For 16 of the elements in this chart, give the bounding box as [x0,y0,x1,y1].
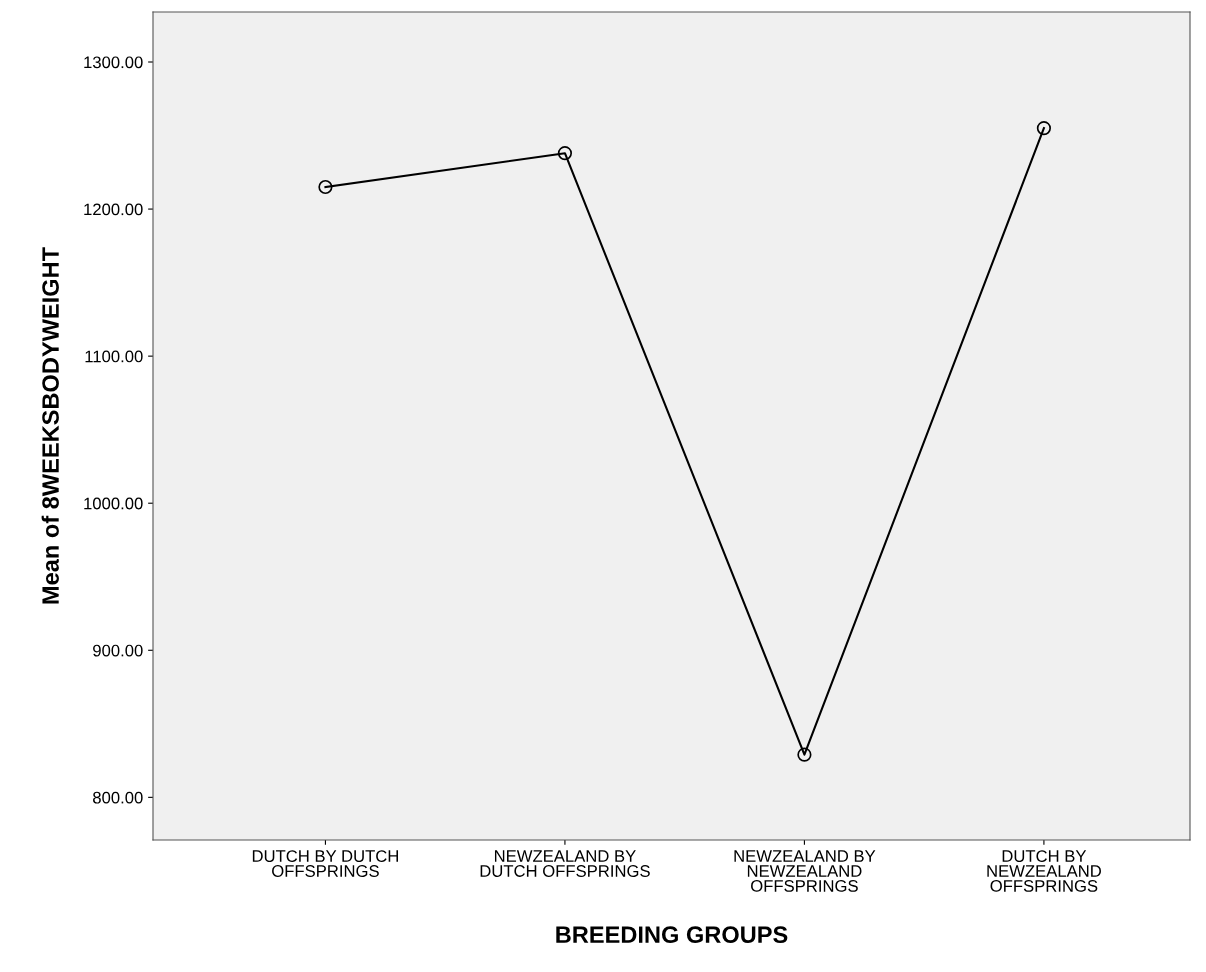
point [318,179,333,195]
y-tick-label: 800.00 [93,791,143,804]
y-tick-label: 1100.00 [85,350,143,363]
y-tick-label: 1200.00 [84,203,143,216]
point [797,747,812,762]
y-tick-label: 1000.00 [84,497,143,510]
x-tick-label: NEWZEALAND BY DUTCH OFFSPRINGS [480,850,650,877]
x-axis-title: BREEDING GROUPS [556,926,788,944]
point [1036,121,1051,136]
x-tick-label: NEWZEALAND BY NEWZEALAND OFFSPRINGS [734,850,876,892]
x-tick-label: DUTCH BY DUTCH OFFSPRINGS [252,850,398,877]
x-tick-label: DUTCH BY NEWZEALAND OFFSPRINGS [987,850,1101,892]
y-tick-label: 900.00 [93,644,143,657]
y-tick-label: 1300.00 [84,56,143,69]
point [557,146,573,161]
y-axis-title: Mean of 8WEEKSBODYWEIGHT [41,247,59,604]
